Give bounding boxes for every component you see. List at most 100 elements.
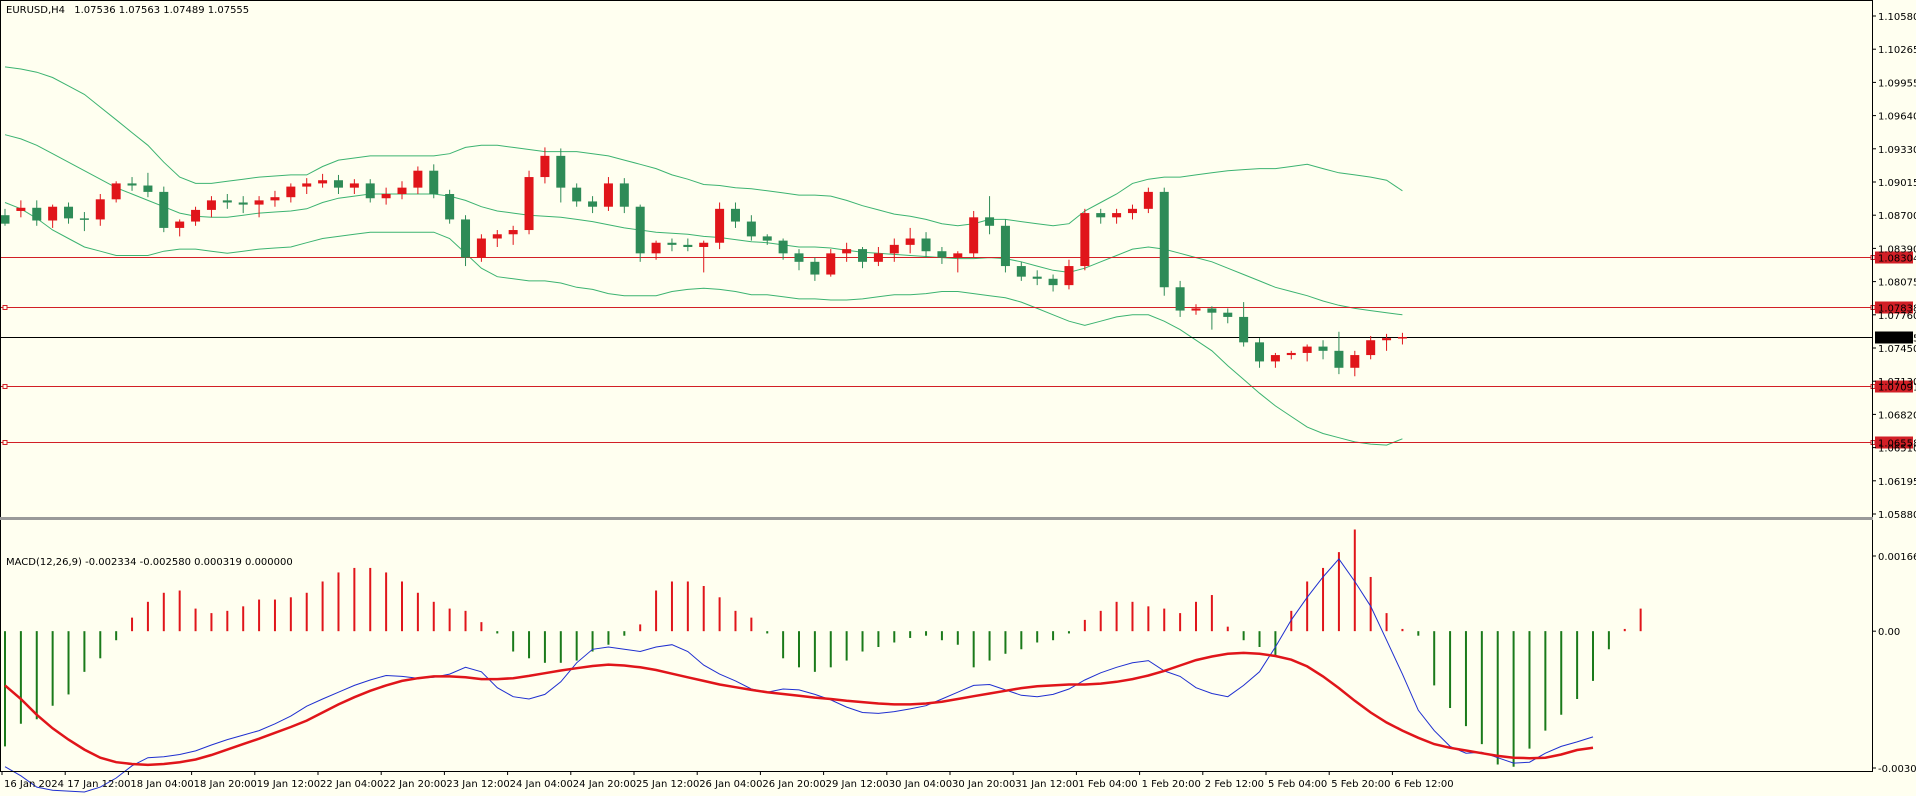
time-axis-label: 24 Jan 20:00 (573, 779, 636, 790)
price-axis-label: 1.08700 (1878, 211, 1916, 222)
bearish-candle-body (461, 219, 471, 258)
bearish-candle-body (127, 183, 137, 186)
hline-price-label: 1.08304 (1878, 254, 1916, 265)
bullish-candle-body (873, 253, 883, 262)
bearish-candle-body (222, 200, 232, 203)
bullish-candle-body (842, 249, 852, 254)
bullish-candle-body (826, 253, 836, 275)
bullish-candle-body (381, 194, 391, 199)
bearish-candle-body (1048, 278, 1058, 286)
bearish-candle-body (445, 194, 455, 220)
bullish-candle-body (715, 208, 725, 243)
bullish-candle-body (1112, 213, 1122, 218)
time-axis-label: 6 Feb 12:00 (1394, 779, 1453, 790)
current-price-box (1875, 331, 1913, 344)
bearish-candle-body (159, 191, 169, 228)
bullish-candle-body (206, 200, 216, 210)
time-axis-label: 22 Jan 04:00 (320, 779, 383, 790)
bearish-candle-body (794, 253, 804, 262)
line-anchor-handle (2, 384, 8, 389)
price-label-box (1875, 436, 1913, 449)
time-axis-label: 5 Feb 20:00 (1331, 779, 1390, 790)
bearish-candle-body (778, 240, 788, 254)
bearish-candle-body (810, 261, 820, 275)
bullish-candle-body (540, 155, 550, 178)
bearish-candle-body (333, 180, 343, 188)
macd-line (4, 558, 1594, 793)
hline-price-label: 1.07091 (1878, 383, 1916, 394)
bearish-candle-body (588, 201, 598, 207)
bearish-candle-body (32, 207, 42, 221)
bearish-candle-body (64, 206, 74, 219)
bullish-candle-body (969, 217, 979, 254)
bearish-candle-body (1000, 225, 1010, 267)
bullish-candle-body (1191, 308, 1201, 311)
bullish-candle-body (603, 183, 613, 207)
time-axis-label: 24 Jan 04:00 (510, 779, 573, 790)
bullish-candle-body (1366, 340, 1376, 356)
macd-axis-label: -0.003028 (1878, 764, 1916, 775)
price-axis-label: 1.09015 (1878, 178, 1916, 189)
time-axis-label: 26 Jan 20:00 (762, 779, 825, 790)
bearish-candle-body (1032, 276, 1042, 279)
bullish-candle-body (318, 180, 328, 184)
bullish-candle-body (476, 238, 486, 258)
bullish-candle-body (1382, 338, 1392, 341)
bullish-candle-body (1397, 337, 1407, 339)
bearish-candle-body (762, 236, 772, 241)
bullish-candle-body (699, 242, 709, 247)
price-axis-label: 1.09640 (1878, 112, 1916, 123)
bullish-candle-body (1143, 191, 1153, 209)
macd-axis-label: 0.001664 (1878, 552, 1916, 563)
bearish-candle-body (0, 215, 10, 224)
bearish-candle-body (1016, 266, 1026, 277)
time-axis-label: 19 Jan 12:00 (257, 779, 320, 790)
bullish-candle-body (254, 200, 264, 205)
bearish-candle-body (667, 242, 677, 245)
bullish-candle-body (1286, 352, 1296, 356)
bearish-candle-body (365, 183, 375, 199)
time-axis-label: 18 Jan 04:00 (130, 779, 193, 790)
time-axis-label: 29 Jan 12:00 (826, 779, 889, 790)
bullish-candle-body (1127, 208, 1137, 214)
price-label-box (1875, 251, 1913, 264)
bearish-candle-body (1334, 350, 1344, 368)
bearish-candle-body (635, 206, 645, 254)
time-axis-label: 31 Jan 12:00 (1015, 779, 1078, 790)
bearish-candle-body (619, 183, 629, 207)
bullish-candle-body (889, 244, 899, 254)
bearish-candle-body (937, 251, 947, 258)
bearish-candle-body (1159, 191, 1169, 288)
time-axis-label: 1 Feb 20:00 (1142, 779, 1201, 790)
symbol-header: EURUSD,H4 1.07536 1.07563 1.07489 1.0755… (6, 5, 249, 16)
signal-line (4, 651, 1594, 767)
price-axis-label: 1.05880 (1878, 510, 1916, 521)
bullish-candle-body (413, 170, 423, 188)
bearish-candle-body (1223, 312, 1233, 317)
price-axis-label: 1.08075 (1878, 278, 1916, 289)
bollinger-upper-line (4, 66, 1403, 227)
bullish-candle-body (175, 221, 185, 228)
bearish-candle-body (1255, 342, 1265, 362)
price-panel[interactable] (0, 66, 1876, 446)
bearish-candle-body (79, 218, 89, 220)
bullish-candle-body (95, 199, 105, 220)
bearish-candle-body (238, 202, 248, 205)
price-axis-label: 1.10265 (1878, 45, 1916, 56)
current-price-label: 1.07555 (1878, 334, 1916, 345)
bullish-candle-body (270, 197, 280, 201)
macd-panel[interactable] (4, 529, 1642, 793)
time-axis-label: 26 Jan 04:00 (699, 779, 762, 790)
price-axis-label: 1.10580 (1878, 12, 1916, 23)
time-axis-label: 25 Jan 12:00 (636, 779, 699, 790)
price-axis-label: 1.07760 (1878, 311, 1916, 322)
time-axis-label: 22 Jan 20:00 (383, 779, 446, 790)
hline-price-label: 1.06558 (1878, 439, 1916, 450)
bullish-candle-body (905, 238, 915, 245)
price-axis-label: 1.08390 (1878, 244, 1916, 255)
line-anchor-handle (2, 305, 8, 310)
time-axis-label: 16 Jan 2024 (4, 779, 64, 790)
bearish-candle-body (556, 155, 566, 188)
bearish-candle-body (921, 238, 931, 252)
